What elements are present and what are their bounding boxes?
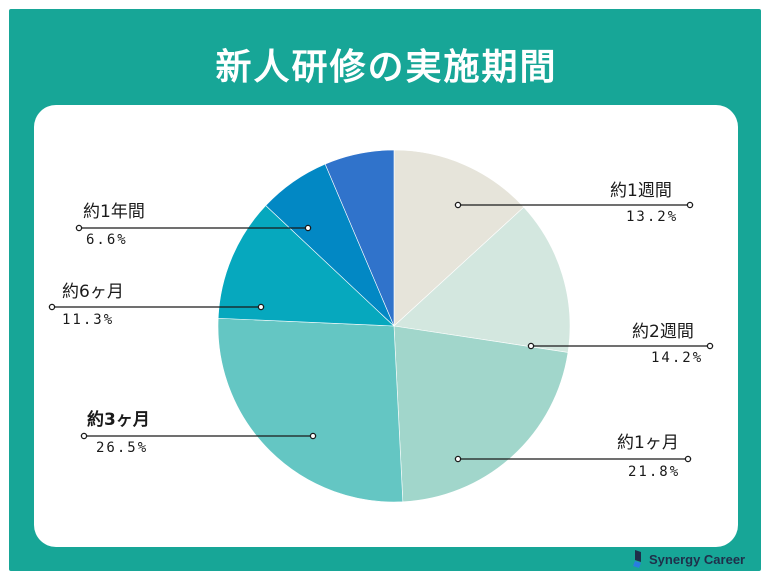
leader-dot — [48, 303, 56, 311]
leader-dot — [684, 455, 692, 463]
slice-percent: 13.2% — [626, 209, 679, 225]
pie-slice-unlabeled — [324, 149, 395, 327]
slice-percent: 14.2% — [651, 350, 704, 366]
slice-label: 約1週間 — [610, 181, 672, 201]
slice-label: 約1年間 — [83, 202, 145, 222]
slice-label: 約6ヶ月 — [62, 282, 124, 302]
leader-dot — [309, 432, 317, 440]
pie-slice-4 — [217, 317, 404, 503]
leader-dot — [257, 303, 265, 311]
leader-dot — [527, 342, 535, 350]
page-title: 新人研修の実施期間 — [215, 47, 558, 88]
leader-dot — [686, 201, 694, 209]
slice-label: 約2週間 — [632, 322, 694, 342]
leader-dot — [304, 224, 312, 232]
leader-dot — [75, 224, 83, 232]
pie-slice-5 — [217, 205, 395, 327]
slice-label: 約3ヶ月 — [87, 410, 150, 430]
brand-name: Synergy Career — [649, 551, 746, 567]
brand-logo: Synergy Career — [632, 549, 745, 569]
slice-percent: 26.5% — [96, 440, 149, 456]
slice-percent: 21.8% — [628, 464, 681, 480]
pie-slice-3 — [393, 325, 569, 503]
leader-dot — [454, 455, 462, 463]
slice-percent: 6.6% — [86, 232, 128, 248]
leader-dot — [706, 342, 714, 350]
synergy-career-logo-icon — [633, 550, 641, 568]
slice-label: 約1ヶ月 — [617, 433, 679, 453]
pie-slice-2 — [393, 206, 571, 353]
pie-slice-1 — [393, 149, 525, 327]
leader-dot — [80, 432, 88, 440]
slice-percent: 11.3% — [62, 312, 115, 328]
leader-dot — [454, 201, 462, 209]
